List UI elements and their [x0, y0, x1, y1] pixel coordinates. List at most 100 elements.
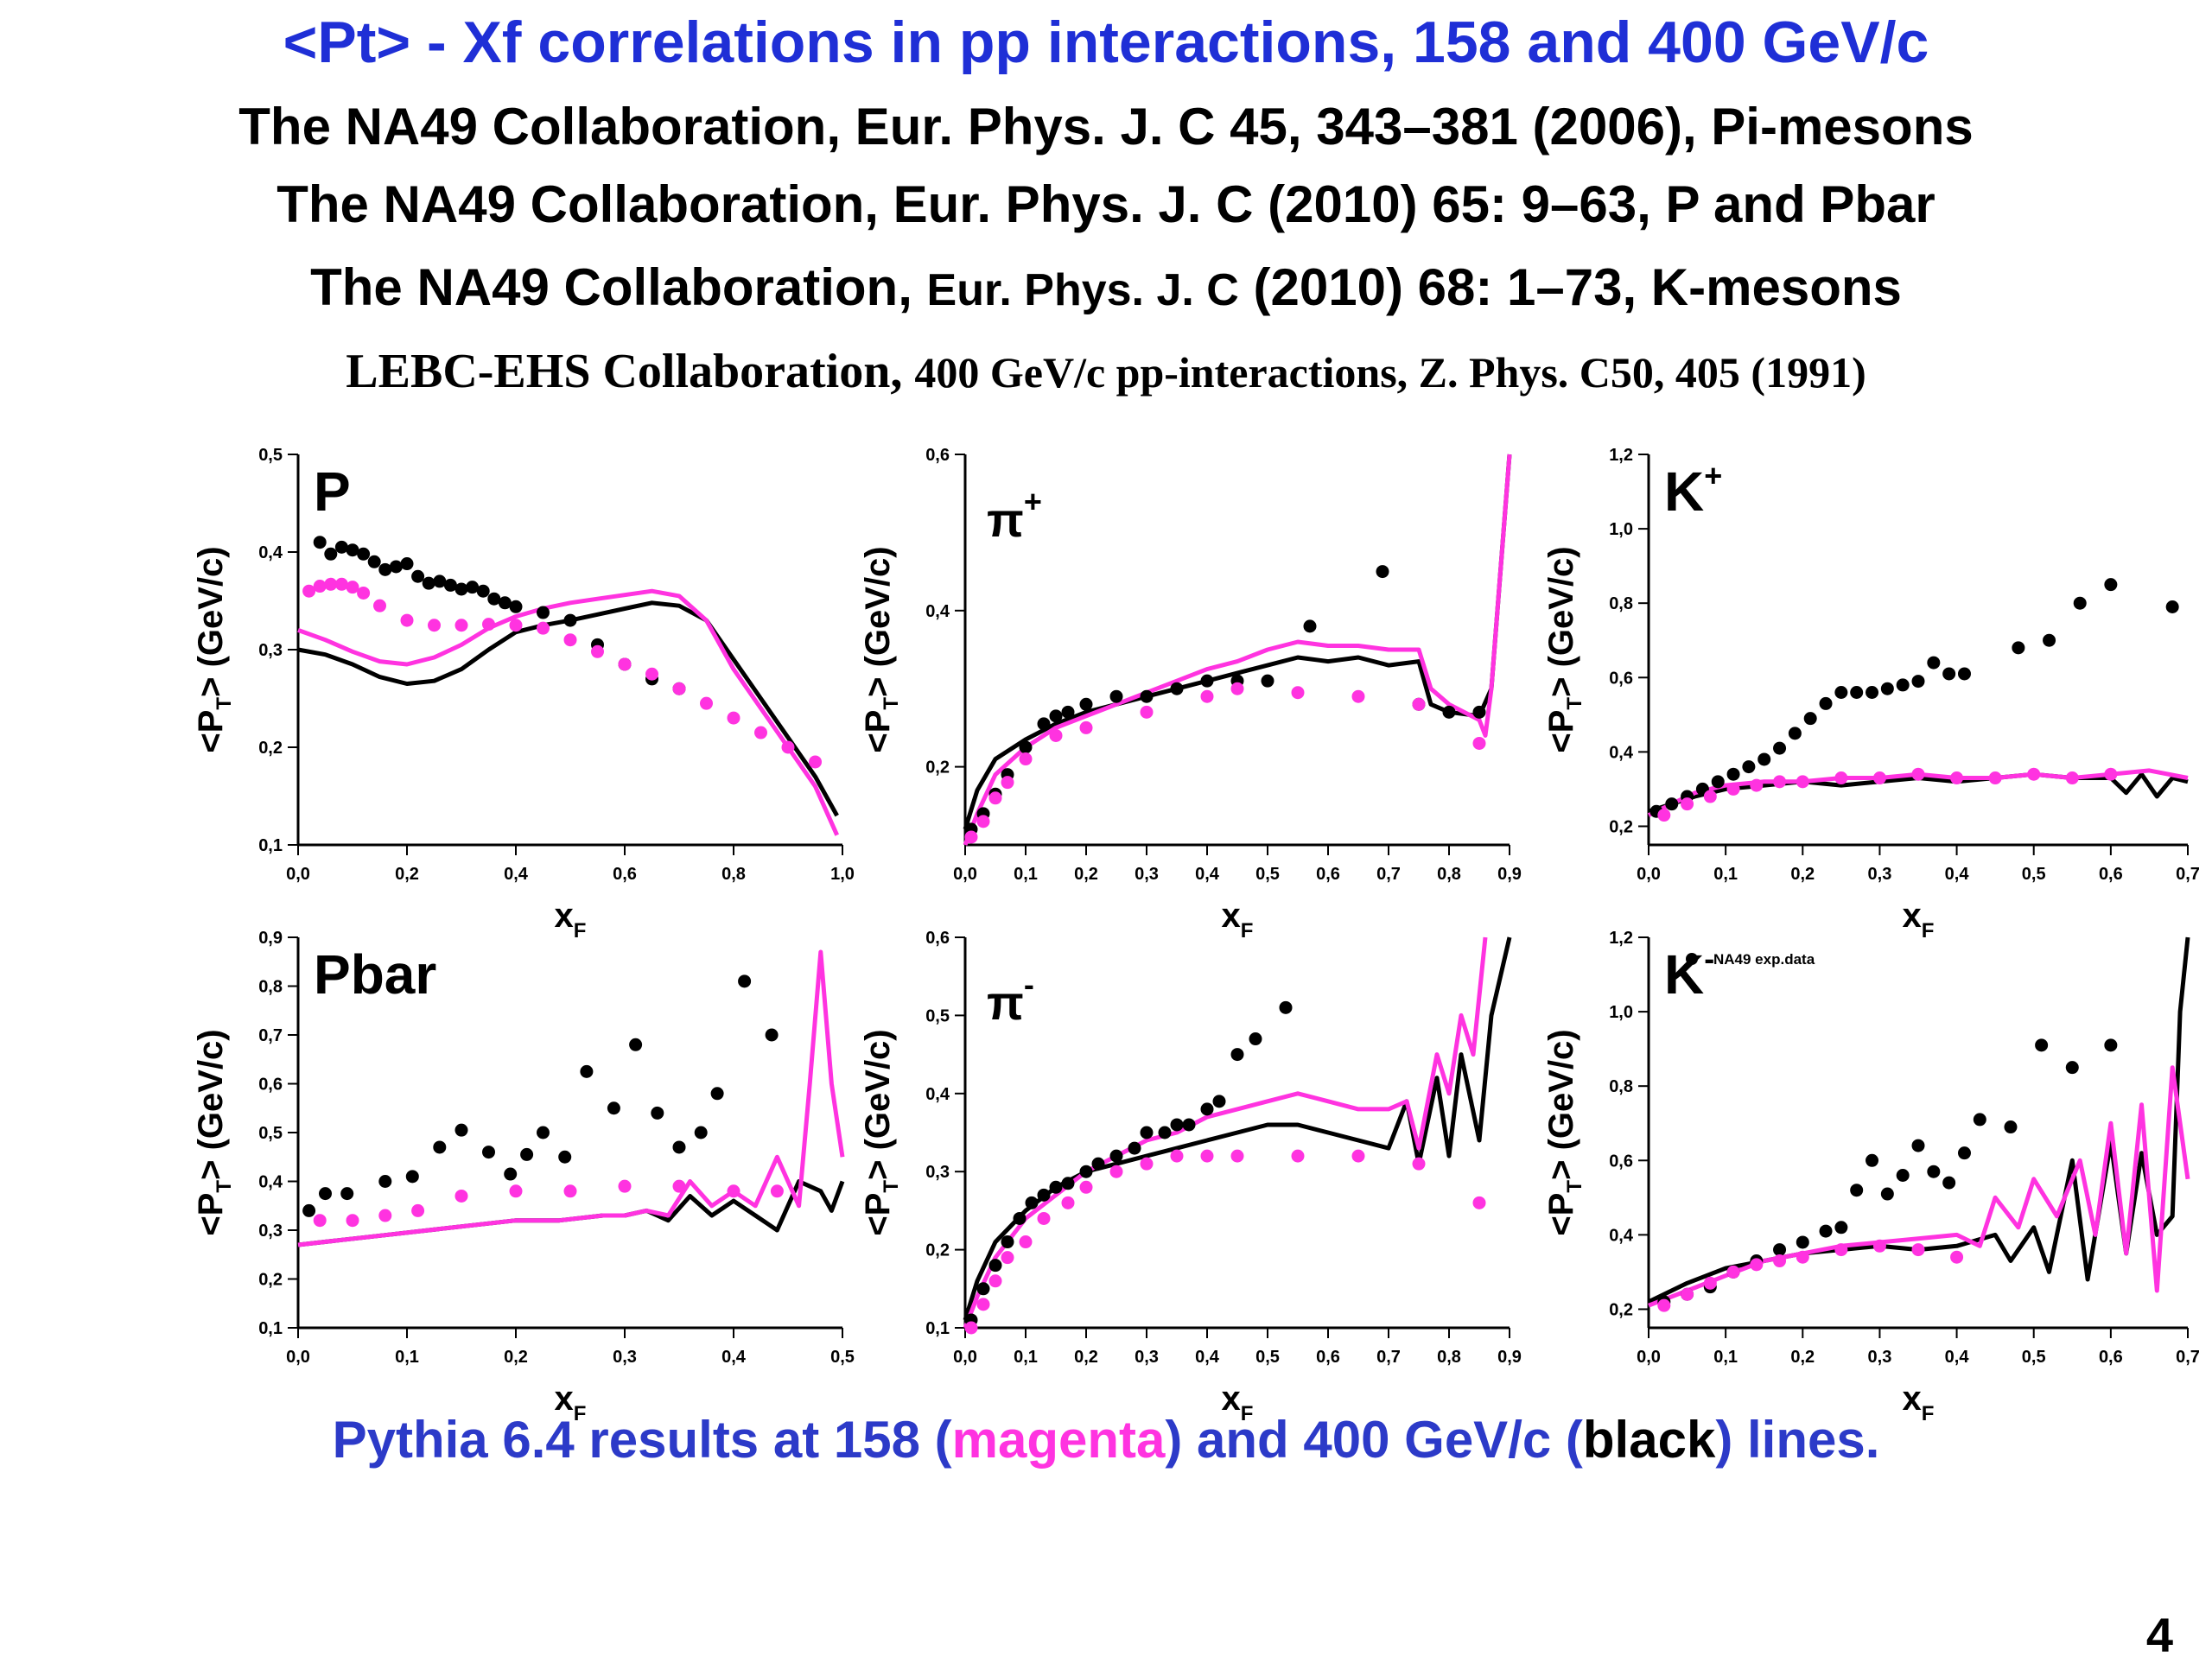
data-point-magenta	[1079, 1180, 1093, 1194]
data-point-black	[1880, 1187, 1894, 1201]
data-point-black	[1049, 709, 1063, 723]
data-point-black	[988, 1259, 1002, 1273]
data-point-black	[537, 606, 550, 619]
y-tick-label: 0,1	[258, 1319, 283, 1338]
data-point-black	[405, 1170, 419, 1184]
data-point-black	[1212, 1095, 1226, 1108]
x-tick-label: 0,4	[1195, 1348, 1220, 1367]
y-tick-label: 0,3	[258, 1222, 283, 1241]
data-point-black	[1927, 656, 1941, 670]
data-point-black	[1880, 682, 1894, 695]
data-point-magenta	[1019, 752, 1033, 766]
x-tick-label: 0,5	[830, 1348, 855, 1367]
panel-label-sup: +	[1704, 458, 1722, 493]
y-tick-label: 0,2	[1609, 817, 1633, 836]
x-tick-label: 0,7	[2176, 865, 2200, 884]
y-tick-label: 0,4	[925, 1085, 950, 1104]
data-point-magenta	[1291, 1149, 1305, 1163]
panel-label-sup: -	[1024, 967, 1034, 1002]
data-point-magenta	[346, 581, 359, 594]
x-tick-label: 0,2	[1790, 1348, 1815, 1367]
y-axis-label-part: T	[213, 697, 236, 710]
data-point-magenta	[1988, 771, 2002, 785]
x-tick-label: 0,6	[2099, 865, 2123, 884]
data-point-magenta	[1726, 1265, 1740, 1279]
data-point-magenta	[1703, 790, 1717, 803]
panel-label: Pbar	[314, 943, 436, 1006]
data-point-magenta	[324, 577, 338, 591]
y-axis-label-part: > (GeV/c)	[192, 546, 230, 697]
y-axis-label-part: <P	[192, 710, 230, 753]
caption: Pythia 6.4 results at 158 (magenta) and …	[0, 1410, 2212, 1469]
data-point-black	[1927, 1165, 1941, 1178]
x-tick-label: 0,5	[1255, 1348, 1280, 1367]
data-point-magenta	[976, 1298, 990, 1311]
x-tick-label: 1,0	[830, 865, 855, 884]
chart-panel-5: 0,0 0,1 0,2 0,3 0,4 0,5 0,6 0,7 0,8 0,90,10,20,30…	[859, 929, 1522, 1425]
series-line-magenta	[963, 454, 1512, 846]
data-point-magenta	[1140, 1157, 1154, 1171]
x-tick-label: 0,2	[504, 1348, 528, 1367]
data-point-black	[1957, 667, 1971, 681]
legend-marker	[1686, 953, 1698, 965]
panel-label-sup: +	[1024, 484, 1042, 519]
data-point-black	[1261, 674, 1274, 688]
reference-3-part-b: Eur. Phys. J. C	[926, 265, 1239, 315]
x-tick-label: 0,6	[1316, 1348, 1340, 1367]
x-tick-label: 0,0	[1637, 1348, 1661, 1367]
data-point-black	[1472, 705, 1486, 719]
y-tick-label: 0,3	[258, 641, 283, 660]
data-point-black	[2165, 600, 2179, 613]
data-point-magenta	[482, 618, 495, 632]
data-point-magenta	[754, 726, 767, 739]
data-point-black	[1001, 1235, 1014, 1249]
data-point-black	[1665, 797, 1679, 811]
x-tick-label: 0,5	[2022, 865, 2046, 884]
data-point-magenta	[1170, 1149, 1184, 1163]
data-point-black	[1140, 1126, 1154, 1139]
data-point-black	[520, 1147, 534, 1161]
data-point-black	[1200, 1102, 1214, 1116]
data-point-magenta	[672, 1179, 686, 1193]
panel-label: π-	[987, 967, 1034, 1030]
data-point-black	[629, 1038, 643, 1051]
data-point-black	[466, 581, 480, 594]
panel-label: K+	[1664, 458, 1722, 523]
x-tick-label: 0,4	[721, 1348, 747, 1367]
data-point-black	[1796, 1235, 1809, 1249]
data-point-black	[1170, 682, 1184, 695]
x-tick-label: 0,8	[1437, 865, 1461, 884]
data-point-magenta	[1200, 689, 1214, 703]
x-axis-label-sub: F	[574, 1402, 587, 1425]
data-point-magenta	[618, 1179, 632, 1193]
data-point-black	[1957, 1146, 1971, 1160]
y-tick-label: 0,5	[258, 1124, 283, 1143]
y-tick-label: 1,0	[1609, 520, 1633, 539]
data-point-magenta	[988, 791, 1002, 805]
data-point-black	[482, 1146, 495, 1159]
data-point-magenta	[1657, 809, 1671, 822]
data-point-magenta	[1834, 1243, 1848, 1257]
data-point-black	[1170, 1118, 1184, 1132]
x-tick-label: 0,4	[504, 865, 529, 884]
y-axis-label: <PT> (GeV/c)	[1542, 1029, 1586, 1235]
data-point-black	[2065, 1061, 2079, 1075]
data-point-black	[422, 576, 435, 590]
y-axis-label: <PT> (GeV/c)	[1542, 546, 1586, 752]
reference-2: The NA49 Collaboration, Eur. Phys. J. C …	[276, 175, 1936, 233]
y-tick-label: 0,2	[925, 1241, 950, 1260]
y-axis-label-part: > (GeV/c)	[859, 1029, 897, 1180]
panel-label: π+	[987, 484, 1042, 547]
data-point-black	[1773, 1243, 1787, 1257]
data-point-black	[558, 1150, 572, 1164]
data-point-black	[1942, 1176, 1956, 1190]
data-point-magenta	[1061, 1196, 1075, 1209]
data-point-black	[1109, 1149, 1123, 1163]
data-point-black	[1803, 712, 1817, 726]
x-tick-label: 0,6	[2099, 1348, 2123, 1367]
y-axis-label: <PT> (GeV/c)	[192, 546, 236, 752]
data-point-magenta	[591, 644, 604, 658]
data-point-magenta	[672, 682, 686, 695]
data-point-magenta	[1001, 776, 1014, 790]
data-point-black	[476, 584, 490, 598]
